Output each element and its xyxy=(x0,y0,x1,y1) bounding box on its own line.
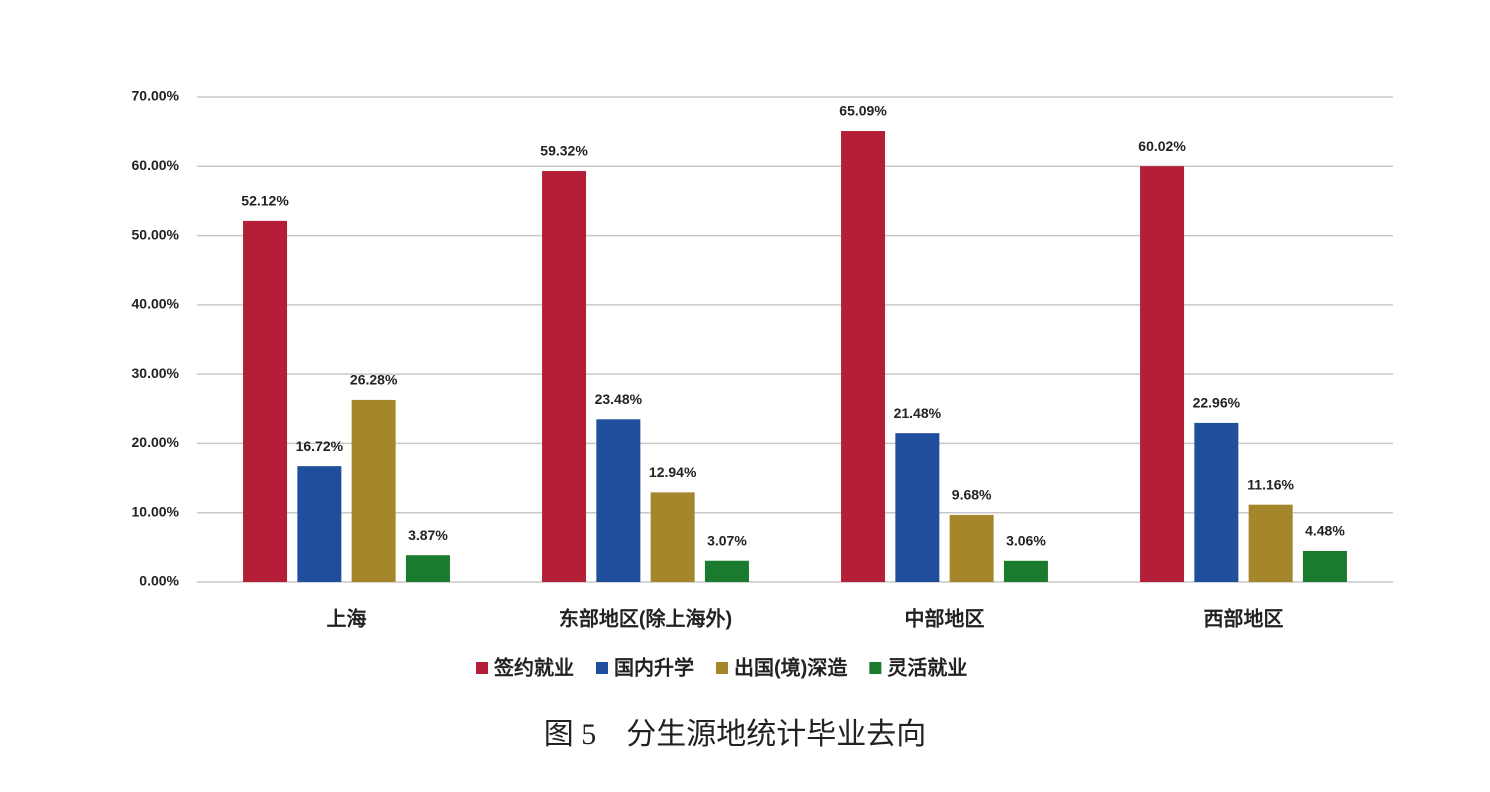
value-label: 52.12% xyxy=(241,193,289,209)
bar xyxy=(243,220,288,582)
value-label: 3.07% xyxy=(707,532,747,548)
value-label: 22.96% xyxy=(1193,395,1241,411)
y-tick-label: 10.00% xyxy=(132,503,180,519)
x-tick-label: 西部地区 xyxy=(1204,606,1284,630)
value-label: 3.06% xyxy=(1006,533,1046,549)
y-tick-label: 30.00% xyxy=(132,365,180,381)
bar xyxy=(1140,166,1185,582)
y-tick-label: 50.00% xyxy=(132,226,180,242)
y-tick-label: 60.00% xyxy=(132,157,180,173)
bar xyxy=(542,170,587,583)
value-label: 9.68% xyxy=(952,487,992,503)
bar xyxy=(297,466,342,582)
legend-swatch xyxy=(596,662,608,674)
bar xyxy=(1248,504,1293,582)
legend-swatch xyxy=(716,662,728,674)
bar xyxy=(949,514,994,582)
value-label: 11.16% xyxy=(1247,476,1294,492)
value-label: 60.02% xyxy=(1138,138,1186,154)
value-label: 26.28% xyxy=(350,372,398,388)
legend-label: 签约就业 xyxy=(493,655,574,679)
chart-caption: 图 5 分生源地统计毕业去向 xyxy=(544,718,927,751)
bar xyxy=(650,492,695,582)
bar xyxy=(895,433,940,582)
bar xyxy=(405,555,450,582)
x-tick-label: 上海 xyxy=(327,606,367,630)
y-tick-label: 70.00% xyxy=(132,88,180,104)
legend-label: 国内升学 xyxy=(614,655,694,679)
value-label: 16.72% xyxy=(296,438,344,454)
bar xyxy=(841,131,886,582)
value-label: 59.32% xyxy=(540,143,588,159)
value-label: 65.09% xyxy=(839,103,887,119)
bar xyxy=(1003,560,1048,582)
legend-swatch xyxy=(869,662,882,674)
legend-label: 灵活就业 xyxy=(887,655,967,679)
y-tick-label: 20.00% xyxy=(132,434,180,450)
value-label: 12.94% xyxy=(649,464,697,480)
bar xyxy=(351,399,396,582)
x-tick-label: 东部地区(除上海外) xyxy=(559,606,732,630)
value-label: 4.48% xyxy=(1305,523,1345,539)
value-label: 21.48% xyxy=(894,405,942,421)
bar xyxy=(1194,422,1239,582)
value-label: 23.48% xyxy=(595,391,643,407)
bar xyxy=(596,419,641,582)
value-label: 3.87% xyxy=(408,527,448,543)
y-tick-label: 40.00% xyxy=(132,296,180,312)
bar xyxy=(1302,550,1347,582)
legend-label: 出国(境)深造 xyxy=(734,655,848,679)
legend-swatch xyxy=(476,662,488,674)
y-tick-label: 0.00% xyxy=(139,573,179,589)
bar xyxy=(704,560,749,582)
x-tick-label: 中部地区 xyxy=(905,606,985,630)
